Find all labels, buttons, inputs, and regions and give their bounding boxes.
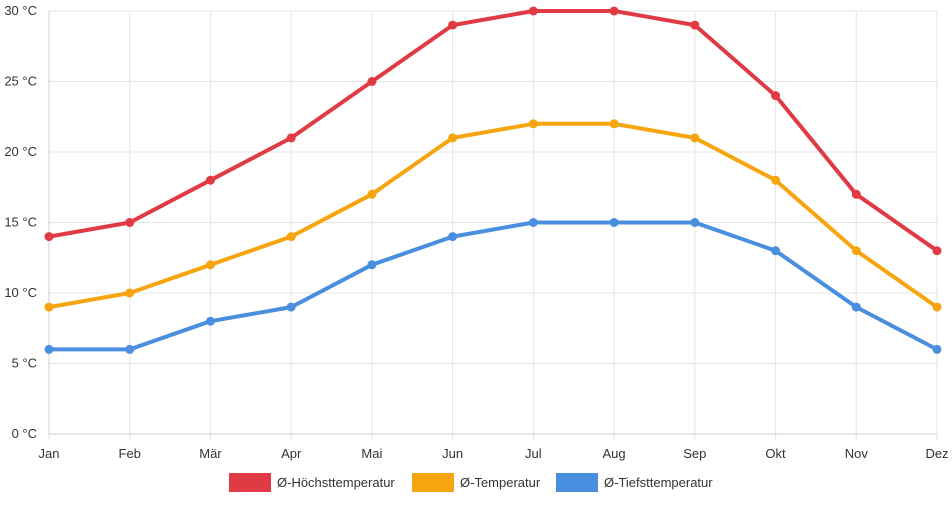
data-point[interactable]	[448, 20, 458, 30]
legend-label[interactable]: Ø-Temperatur	[460, 475, 541, 490]
legend-swatch[interactable]	[229, 473, 271, 492]
x-tick-label: Okt	[765, 446, 786, 461]
y-tick-label: 30 °C	[4, 3, 37, 18]
data-point[interactable]	[690, 218, 700, 227]
x-tick-label: Apr	[281, 446, 302, 461]
data-point[interactable]	[44, 344, 54, 354]
x-tick-label: Mai	[361, 446, 382, 461]
data-point[interactable]	[125, 288, 135, 298]
x-tick-label: Jun	[442, 446, 463, 461]
data-point[interactable]	[44, 302, 54, 312]
x-tick-label: Sep	[683, 446, 706, 461]
data-point[interactable]	[286, 133, 296, 143]
data-point[interactable]	[44, 232, 54, 242]
data-point[interactable]	[528, 119, 538, 129]
y-tick-label: 15 °C	[4, 215, 37, 230]
data-point[interactable]	[367, 189, 377, 199]
x-tick-label: Aug	[603, 446, 626, 461]
data-point[interactable]	[609, 218, 619, 227]
legend-label[interactable]: Ø-Tiefsttemperatur	[604, 475, 713, 490]
data-point[interactable]	[771, 91, 781, 101]
x-tick-label: Jan	[39, 446, 60, 461]
data-point[interactable]	[528, 6, 538, 16]
legend-swatch[interactable]	[556, 473, 598, 492]
x-tick-label: Mär	[199, 446, 222, 461]
data-point[interactable]	[286, 302, 296, 312]
y-tick-label: 0 °C	[12, 426, 37, 441]
data-point[interactable]	[125, 218, 135, 227]
y-tick-label: 25 °C	[4, 74, 37, 89]
data-point[interactable]	[205, 175, 215, 185]
data-point[interactable]	[851, 189, 861, 199]
data-point[interactable]	[609, 119, 619, 129]
data-point[interactable]	[932, 246, 942, 256]
y-tick-label: 20 °C	[4, 144, 37, 159]
series-line	[47, 9, 939, 253]
data-point[interactable]	[932, 302, 942, 312]
legend-label[interactable]: Ø-Höchsttemperatur	[277, 475, 395, 490]
data-point[interactable]	[205, 260, 215, 270]
data-point[interactable]	[771, 246, 781, 256]
data-point[interactable]	[690, 133, 700, 143]
data-point[interactable]	[205, 316, 215, 326]
series-line	[47, 121, 939, 310]
x-tick-label: Nov	[845, 446, 869, 461]
data-point[interactable]	[286, 232, 296, 242]
x-tick-label: Dez	[925, 446, 948, 461]
y-tick-label: 5 °C	[12, 356, 37, 371]
data-point[interactable]	[851, 302, 861, 312]
x-tick-label: Feb	[119, 446, 141, 461]
data-point[interactable]	[448, 133, 458, 143]
y-tick-label: 10 °C	[4, 285, 37, 300]
data-point[interactable]	[528, 218, 538, 227]
data-point[interactable]	[851, 246, 861, 256]
data-point[interactable]	[448, 232, 458, 242]
data-point[interactable]	[609, 6, 619, 16]
data-point[interactable]	[932, 344, 942, 354]
legend-swatch[interactable]	[412, 473, 454, 492]
data-point[interactable]	[367, 260, 377, 270]
data-point[interactable]	[771, 175, 781, 185]
series-line	[47, 220, 939, 352]
data-point[interactable]	[125, 344, 135, 354]
x-tick-label: Jul	[525, 446, 542, 461]
data-point[interactable]	[690, 20, 700, 30]
data-point[interactable]	[367, 77, 377, 86]
